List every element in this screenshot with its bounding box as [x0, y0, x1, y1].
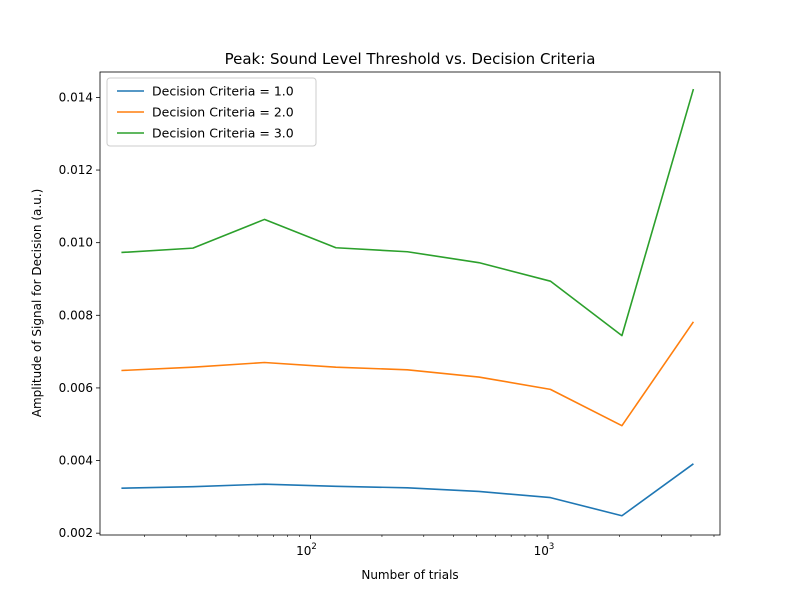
- legend-label-2: Decision Criteria = 2.0: [152, 105, 294, 120]
- legend-label-1: Decision Criteria = 1.0: [152, 84, 294, 99]
- series-line-1: [121, 463, 694, 517]
- y-tick-label: 0.004: [59, 454, 93, 468]
- y-tick-label: 0.002: [59, 526, 93, 540]
- legend-box: [106, 77, 317, 147]
- y-tick-label: 0.008: [59, 308, 93, 322]
- y-axis-label: Amplitude of Signal for Decision (a.u.): [30, 189, 44, 418]
- x-tick-label: 103: [534, 542, 555, 558]
- plot-area: 0.002 0.004 0.006 0.008 0.010 0.012 0.014 102 10…: [59, 71, 721, 558]
- y-tick-label: 0.010: [59, 236, 93, 250]
- plot-frame: [99, 71, 721, 536]
- legend-label-3: Decision Criteria = 3.0: [152, 126, 294, 141]
- x-tick-label: 102: [296, 542, 317, 558]
- chart-title: Peak: Sound Level Threshold vs. Decision…: [225, 50, 596, 68]
- series-line-2: [121, 321, 695, 427]
- y-tick-label: 0.006: [59, 381, 93, 395]
- y-tick-label: 0.012: [59, 163, 93, 177]
- x-axis-label: Number of trials: [361, 568, 458, 582]
- series-line-3: [121, 88, 695, 337]
- y-tick-label: 0.014: [59, 90, 93, 104]
